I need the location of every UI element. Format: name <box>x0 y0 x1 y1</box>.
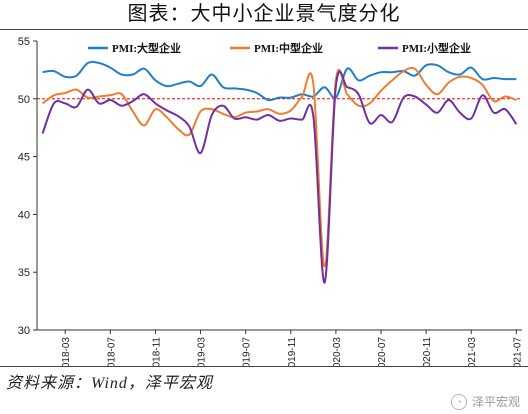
y-tick-label: 35 <box>18 267 30 279</box>
x-tick-label: 2018-03 <box>61 337 72 366</box>
chart-title: 图表：大中小企业景气度分化 <box>127 3 401 25</box>
x-tick-label: 2020-11 <box>422 337 433 366</box>
x-tick-label: 2019-03 <box>197 337 208 366</box>
title-rule <box>0 29 528 30</box>
y-tick-label: 50 <box>18 94 30 106</box>
legend-label-3: PMI:小型企业 <box>402 41 471 55</box>
y-tick-label: 40 <box>18 209 30 221</box>
y-tick-label: 55 <box>18 36 30 48</box>
x-tick-label: 2019-11 <box>287 337 298 366</box>
series-line-2 <box>42 66 517 268</box>
source-rule <box>0 366 528 367</box>
series-line-1 <box>42 60 517 102</box>
watermark-text: 泽平宏观 <box>471 395 520 409</box>
legend-label-2: PMI:中型企业 <box>254 41 323 55</box>
x-tick-label: 2021-03 <box>467 337 478 366</box>
x-tick-label: 2020-07 <box>377 337 388 366</box>
legend-label-1: PMI:大型企业 <box>112 41 181 55</box>
x-tick-label: 2021-07 <box>512 337 523 366</box>
y-tick-label: 30 <box>18 325 30 337</box>
x-tick-label: 2020-03 <box>332 337 343 366</box>
x-tick-label: 2018-11 <box>151 337 162 366</box>
line-chart: 30 35 40 45 50 55 2018-03 2018-07 2018-11 2019-03… <box>18 36 524 366</box>
x-tick-label: 2018-07 <box>106 337 117 366</box>
x-tick-label: 2019-07 <box>242 337 253 366</box>
wechat-logo-icon: ◔ <box>450 393 467 410</box>
watermark: ◔ 泽平宏观 <box>450 393 520 410</box>
y-tick-label: 45 <box>18 152 30 164</box>
source-note: 资料来源：Wind，泽平宏观 <box>6 375 213 392</box>
series-line-3 <box>41 70 518 284</box>
